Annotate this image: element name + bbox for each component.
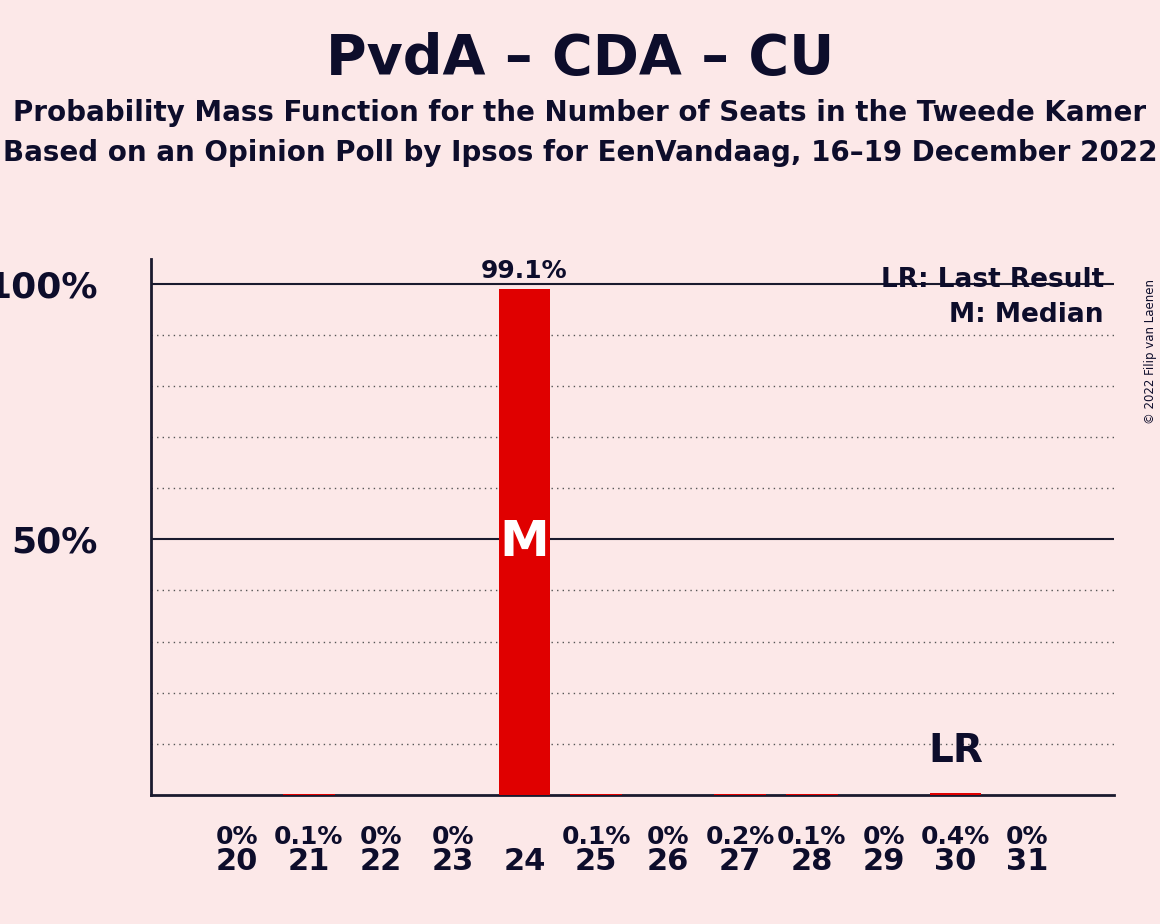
Text: 0%: 0% bbox=[216, 825, 259, 849]
Text: LR: LR bbox=[928, 732, 983, 771]
Text: 0%: 0% bbox=[647, 825, 689, 849]
Text: M: Median: M: Median bbox=[950, 301, 1104, 328]
Text: © 2022 Filip van Laenen: © 2022 Filip van Laenen bbox=[1144, 279, 1158, 423]
Text: 99.1%: 99.1% bbox=[481, 259, 567, 283]
Text: 0.2%: 0.2% bbox=[705, 825, 775, 849]
Text: 0.1%: 0.1% bbox=[777, 825, 847, 849]
Text: LR: Last Result: LR: Last Result bbox=[880, 267, 1104, 293]
Text: Probability Mass Function for the Number of Seats in the Tweede Kamer: Probability Mass Function for the Number… bbox=[14, 99, 1146, 127]
Text: 0%: 0% bbox=[862, 825, 905, 849]
Text: M: M bbox=[500, 518, 550, 566]
Text: 0%: 0% bbox=[1006, 825, 1049, 849]
Text: Based on an Opinion Poll by Ipsos for EenVandaag, 16–19 December 2022: Based on an Opinion Poll by Ipsos for Ee… bbox=[2, 139, 1158, 166]
Text: 0.1%: 0.1% bbox=[561, 825, 631, 849]
Bar bbox=[929, 793, 981, 795]
Bar bbox=[715, 794, 766, 795]
Text: 0.1%: 0.1% bbox=[274, 825, 343, 849]
Text: 0%: 0% bbox=[360, 825, 403, 849]
Bar bbox=[499, 289, 550, 795]
Text: 0.4%: 0.4% bbox=[921, 825, 991, 849]
Text: PvdA – CDA – CU: PvdA – CDA – CU bbox=[326, 32, 834, 86]
Text: 0%: 0% bbox=[432, 825, 473, 849]
